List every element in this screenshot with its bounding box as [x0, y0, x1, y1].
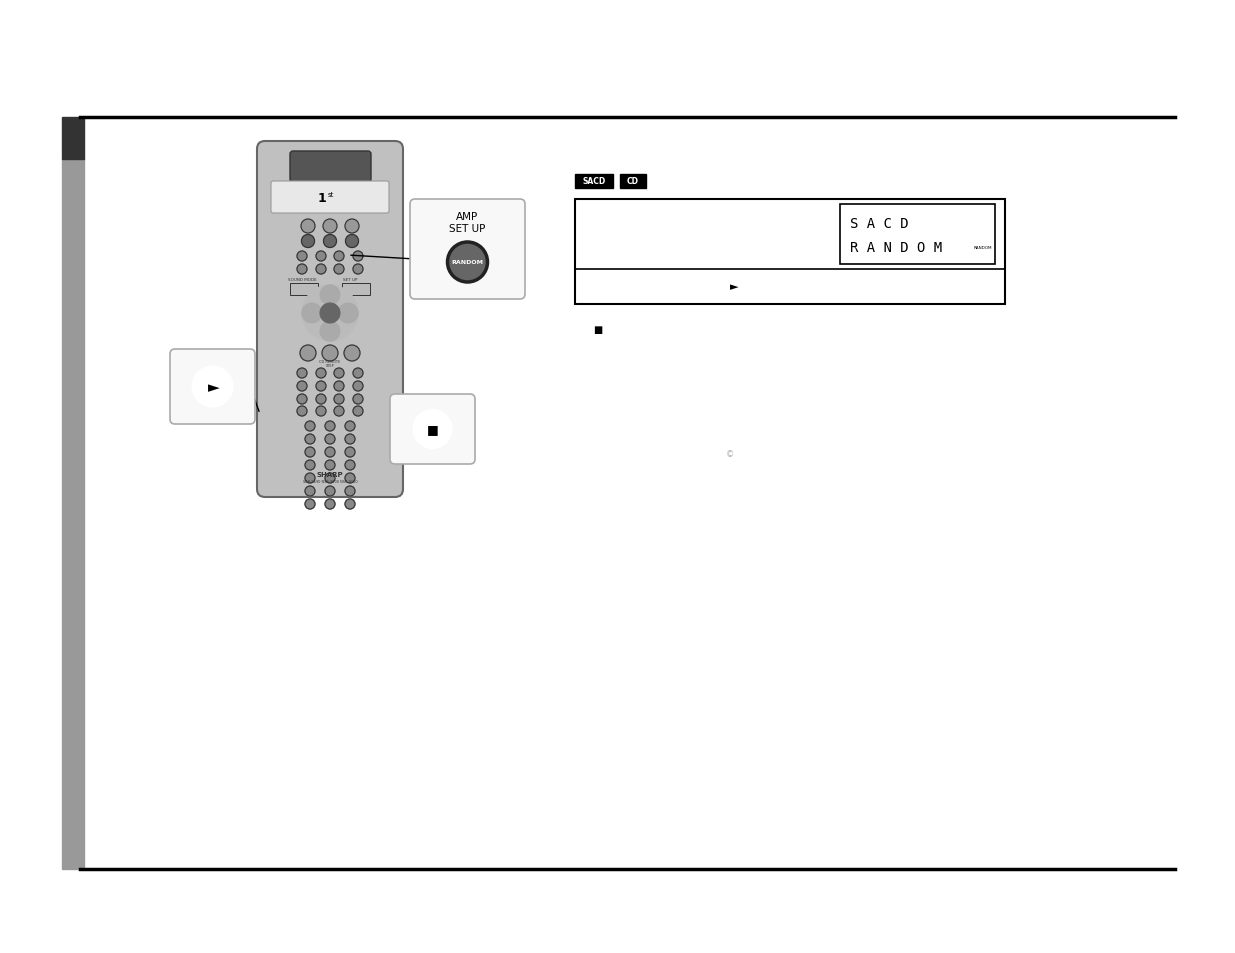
Circle shape — [325, 435, 335, 444]
Circle shape — [345, 421, 354, 432]
Bar — [342, 284, 370, 295]
Circle shape — [324, 220, 337, 233]
Circle shape — [353, 369, 363, 378]
Circle shape — [345, 474, 354, 483]
Circle shape — [338, 304, 358, 324]
Circle shape — [322, 346, 338, 361]
Circle shape — [414, 411, 452, 449]
Circle shape — [325, 421, 335, 432]
Circle shape — [333, 265, 345, 274]
Circle shape — [333, 407, 345, 416]
Circle shape — [345, 346, 359, 361]
Circle shape — [353, 265, 363, 274]
Circle shape — [345, 486, 354, 497]
FancyBboxPatch shape — [390, 395, 475, 464]
Circle shape — [193, 367, 232, 407]
Circle shape — [353, 395, 363, 405]
Text: 1: 1 — [317, 192, 326, 204]
Circle shape — [316, 395, 326, 405]
Circle shape — [320, 322, 340, 342]
Circle shape — [296, 381, 308, 392]
Circle shape — [300, 346, 316, 361]
Circle shape — [333, 395, 345, 405]
Circle shape — [316, 369, 326, 378]
Circle shape — [305, 435, 315, 444]
Bar — [290, 284, 317, 295]
Circle shape — [296, 252, 308, 262]
Text: ►: ► — [730, 282, 739, 293]
Circle shape — [325, 448, 335, 457]
Text: ©: © — [726, 450, 734, 459]
Circle shape — [353, 252, 363, 262]
Circle shape — [296, 407, 308, 416]
Circle shape — [333, 381, 345, 392]
Circle shape — [305, 448, 315, 457]
Bar — [620, 174, 646, 189]
Circle shape — [345, 499, 354, 510]
FancyBboxPatch shape — [257, 142, 403, 497]
Text: SET UP: SET UP — [343, 277, 357, 282]
Circle shape — [301, 304, 322, 324]
Bar — [840, 205, 995, 265]
Circle shape — [353, 407, 363, 416]
FancyBboxPatch shape — [290, 152, 370, 183]
Circle shape — [316, 407, 326, 416]
Circle shape — [325, 474, 335, 483]
Bar — [576, 200, 1005, 305]
Circle shape — [325, 499, 335, 510]
Text: SOUND MODE: SOUND MODE — [288, 277, 316, 282]
Circle shape — [316, 381, 326, 392]
Circle shape — [305, 486, 315, 497]
Text: SACD: SACD — [583, 177, 605, 186]
Text: ■: ■ — [426, 423, 438, 436]
FancyBboxPatch shape — [270, 182, 389, 213]
Circle shape — [301, 235, 315, 248]
Circle shape — [305, 460, 315, 471]
Circle shape — [296, 395, 308, 405]
Circle shape — [333, 369, 345, 378]
Circle shape — [320, 304, 340, 324]
Circle shape — [447, 243, 488, 283]
Circle shape — [325, 486, 335, 497]
Bar — [576, 174, 613, 189]
Circle shape — [301, 220, 315, 233]
FancyBboxPatch shape — [410, 200, 525, 299]
Circle shape — [305, 474, 315, 483]
Circle shape — [333, 252, 345, 262]
Circle shape — [353, 381, 363, 392]
Circle shape — [296, 265, 308, 274]
Text: CD REMOTE
STEP: CD REMOTE STEP — [320, 359, 341, 368]
Circle shape — [345, 460, 354, 471]
Text: R A N D O M: R A N D O M — [850, 241, 942, 255]
Circle shape — [346, 235, 358, 248]
Text: SHARP: SHARP — [316, 472, 343, 477]
Text: RANDOM: RANDOM — [452, 260, 483, 265]
Circle shape — [345, 435, 354, 444]
Text: S A C D: S A C D — [850, 217, 909, 231]
Circle shape — [305, 421, 315, 432]
Circle shape — [303, 286, 358, 341]
Text: ■: ■ — [593, 325, 603, 335]
Text: SAR-5690 NSR-9000 NSR-9100: SAR-5690 NSR-9000 NSR-9100 — [303, 479, 357, 483]
Text: ►: ► — [207, 379, 220, 395]
Circle shape — [345, 448, 354, 457]
Text: RANDOM: RANDOM — [973, 246, 992, 250]
Circle shape — [305, 499, 315, 510]
Bar — [62, 160, 84, 869]
Circle shape — [316, 265, 326, 274]
Text: AMP
SET UP: AMP SET UP — [450, 212, 485, 233]
Circle shape — [316, 252, 326, 262]
Circle shape — [325, 460, 335, 471]
Circle shape — [324, 235, 336, 248]
Text: st: st — [329, 192, 335, 198]
Circle shape — [296, 369, 308, 378]
Circle shape — [320, 286, 340, 306]
Circle shape — [345, 220, 359, 233]
FancyBboxPatch shape — [170, 350, 254, 424]
Bar — [62, 118, 84, 160]
Text: CD: CD — [627, 177, 638, 186]
